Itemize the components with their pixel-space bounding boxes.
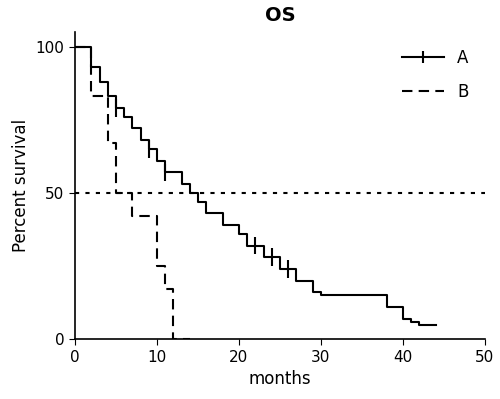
Title: OS: OS (264, 6, 296, 25)
Y-axis label: Percent survival: Percent survival (12, 119, 30, 252)
Legend: A, B: A, B (394, 40, 476, 110)
X-axis label: months: months (248, 370, 312, 388)
